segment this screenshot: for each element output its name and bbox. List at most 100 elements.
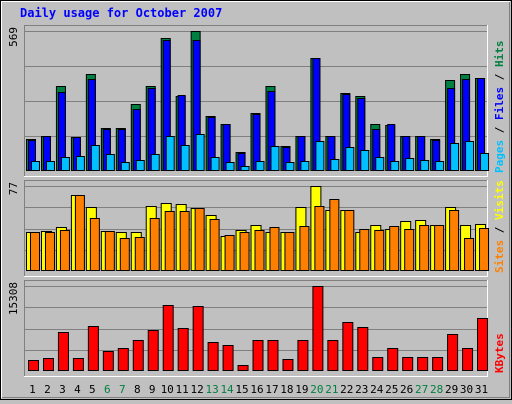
legend-entry: Hits bbox=[493, 41, 506, 68]
bar-sites-day-23 bbox=[359, 229, 370, 271]
day-label-13: 13 bbox=[205, 383, 218, 396]
bar-kbytes-day-22 bbox=[342, 322, 354, 371]
bar-sites-day-2 bbox=[44, 232, 55, 271]
bar-kbytes-day-11 bbox=[177, 328, 189, 371]
day-label-8: 8 bbox=[134, 383, 141, 396]
bar-pages-day-18 bbox=[285, 162, 295, 171]
bar-sites-day-13 bbox=[209, 219, 220, 271]
bar-pages-day-2 bbox=[45, 161, 55, 171]
bar-sites-day-12 bbox=[194, 208, 205, 271]
bar-sites-day-17 bbox=[269, 227, 280, 271]
day-label-25: 25 bbox=[385, 383, 398, 396]
bar-pages-day-19 bbox=[300, 161, 310, 171]
bar-sites-day-21 bbox=[329, 199, 340, 271]
bar-kbytes-day-26 bbox=[402, 357, 414, 371]
bar-pages-day-11 bbox=[180, 145, 190, 171]
bar-sites-day-28 bbox=[434, 225, 445, 271]
bar-sites-day-24 bbox=[374, 230, 385, 271]
day-label-30: 30 bbox=[460, 383, 473, 396]
bar-kbytes-day-23 bbox=[357, 327, 369, 371]
day-label-17: 17 bbox=[265, 383, 278, 396]
bar-pages-day-17 bbox=[270, 146, 280, 171]
bar-sites-day-1 bbox=[30, 232, 40, 271]
bar-sites-day-14 bbox=[224, 235, 235, 271]
bar-kbytes-day-9 bbox=[147, 330, 159, 371]
bar-pages-day-16 bbox=[255, 161, 265, 171]
bar-kbytes-day-28 bbox=[432, 357, 444, 371]
bar-pages-day-7 bbox=[120, 162, 130, 171]
bar-kbytes-day-6 bbox=[102, 351, 114, 371]
bar-kbytes-day-27 bbox=[417, 357, 429, 371]
legend-entry: Pages bbox=[493, 140, 506, 173]
bar-kbytes-day-16 bbox=[252, 340, 264, 371]
bar-sites-day-20 bbox=[314, 206, 325, 271]
bar-pages-day-4 bbox=[75, 156, 85, 171]
bar-pages-day-24 bbox=[375, 157, 385, 171]
day-label-26: 26 bbox=[400, 383, 413, 396]
bar-pages-day-25 bbox=[390, 161, 400, 171]
bar-sites-day-4 bbox=[74, 195, 85, 271]
bar-pages-day-14 bbox=[225, 162, 235, 171]
bar-sites-day-15 bbox=[239, 232, 250, 271]
day-label-16: 16 bbox=[250, 383, 263, 396]
bar-kbytes-day-13 bbox=[207, 342, 219, 371]
day-label-6: 6 bbox=[104, 383, 111, 396]
day-label-31: 31 bbox=[475, 383, 488, 396]
bar-kbytes-day-3 bbox=[57, 332, 69, 371]
panel-1-scale-max-label: 77 bbox=[7, 182, 20, 195]
day-label-3: 3 bbox=[59, 383, 66, 396]
bar-sites-day-25 bbox=[389, 226, 400, 271]
bar-pages-day-28 bbox=[435, 161, 445, 171]
legend-entry: Sites bbox=[493, 240, 506, 273]
day-label-10: 10 bbox=[161, 383, 174, 396]
panel-0-scale-max-label: 569 bbox=[7, 27, 20, 47]
panel-1-legend: Sites / Visits bbox=[493, 180, 506, 273]
panel-2-scale-max-label: 15308 bbox=[7, 282, 20, 315]
bar-sites-day-3 bbox=[59, 230, 70, 271]
legend-entry: Files bbox=[493, 87, 506, 120]
panel-2-legend: KBytes bbox=[493, 333, 506, 373]
day-label-28: 28 bbox=[430, 383, 443, 396]
bar-kbytes-day-4 bbox=[72, 358, 84, 371]
legend-entry: Visits bbox=[493, 180, 506, 220]
bar-kbytes-day-8 bbox=[132, 340, 144, 371]
day-label-7: 7 bbox=[119, 383, 126, 396]
bar-sites-day-11 bbox=[179, 211, 190, 271]
day-label-9: 9 bbox=[149, 383, 156, 396]
legend-entry: KBytes bbox=[493, 333, 506, 373]
bar-pages-day-13 bbox=[210, 157, 220, 171]
bar-pages-day-10 bbox=[165, 136, 175, 171]
bar-kbytes-day-29 bbox=[447, 334, 459, 371]
bar-sites-day-6 bbox=[104, 231, 115, 271]
bar-kbytes-day-31 bbox=[477, 318, 489, 371]
bar-kbytes-day-20 bbox=[312, 286, 324, 371]
day-label-1: 1 bbox=[29, 383, 36, 396]
chart-title: Daily usage for October 2007 bbox=[20, 6, 222, 20]
bar-pages-day-23 bbox=[360, 150, 370, 171]
bar-kbytes-day-21 bbox=[327, 340, 339, 371]
bar-sites-day-16 bbox=[254, 230, 265, 271]
bar-pages-day-15 bbox=[240, 166, 250, 171]
bar-sites-day-26 bbox=[404, 229, 415, 271]
bar-pages-day-8 bbox=[135, 160, 145, 171]
bar-sites-day-30 bbox=[464, 238, 475, 271]
bar-kbytes-day-10 bbox=[162, 305, 174, 371]
bar-kbytes-day-30 bbox=[462, 348, 474, 371]
bar-kbytes-day-12 bbox=[192, 306, 204, 371]
legend-entry: / bbox=[493, 67, 506, 87]
day-label-2: 2 bbox=[44, 383, 51, 396]
bar-sites-day-18 bbox=[284, 232, 295, 271]
day-labels: 1 2 3 4 5 6 7 8 9 10 11 12 13 14 15 16 17 18 19 20 21 22 23 24 2… bbox=[29, 383, 488, 396]
bar-kbytes-day-2 bbox=[42, 358, 54, 371]
bar-pages-day-31 bbox=[480, 153, 490, 171]
bar-kbytes-day-24 bbox=[372, 357, 384, 371]
bar-sites-day-19 bbox=[299, 226, 310, 271]
chart-panels: 569 Pages / Files / Hits 77 Sites / Visits 1… bbox=[7, 25, 506, 377]
bar-pages-day-22 bbox=[345, 147, 355, 171]
day-label-23: 23 bbox=[355, 383, 368, 396]
bar-kbytes-day-1 bbox=[28, 360, 39, 371]
bar-pages-day-3 bbox=[60, 157, 70, 171]
day-label-4: 4 bbox=[74, 383, 81, 396]
